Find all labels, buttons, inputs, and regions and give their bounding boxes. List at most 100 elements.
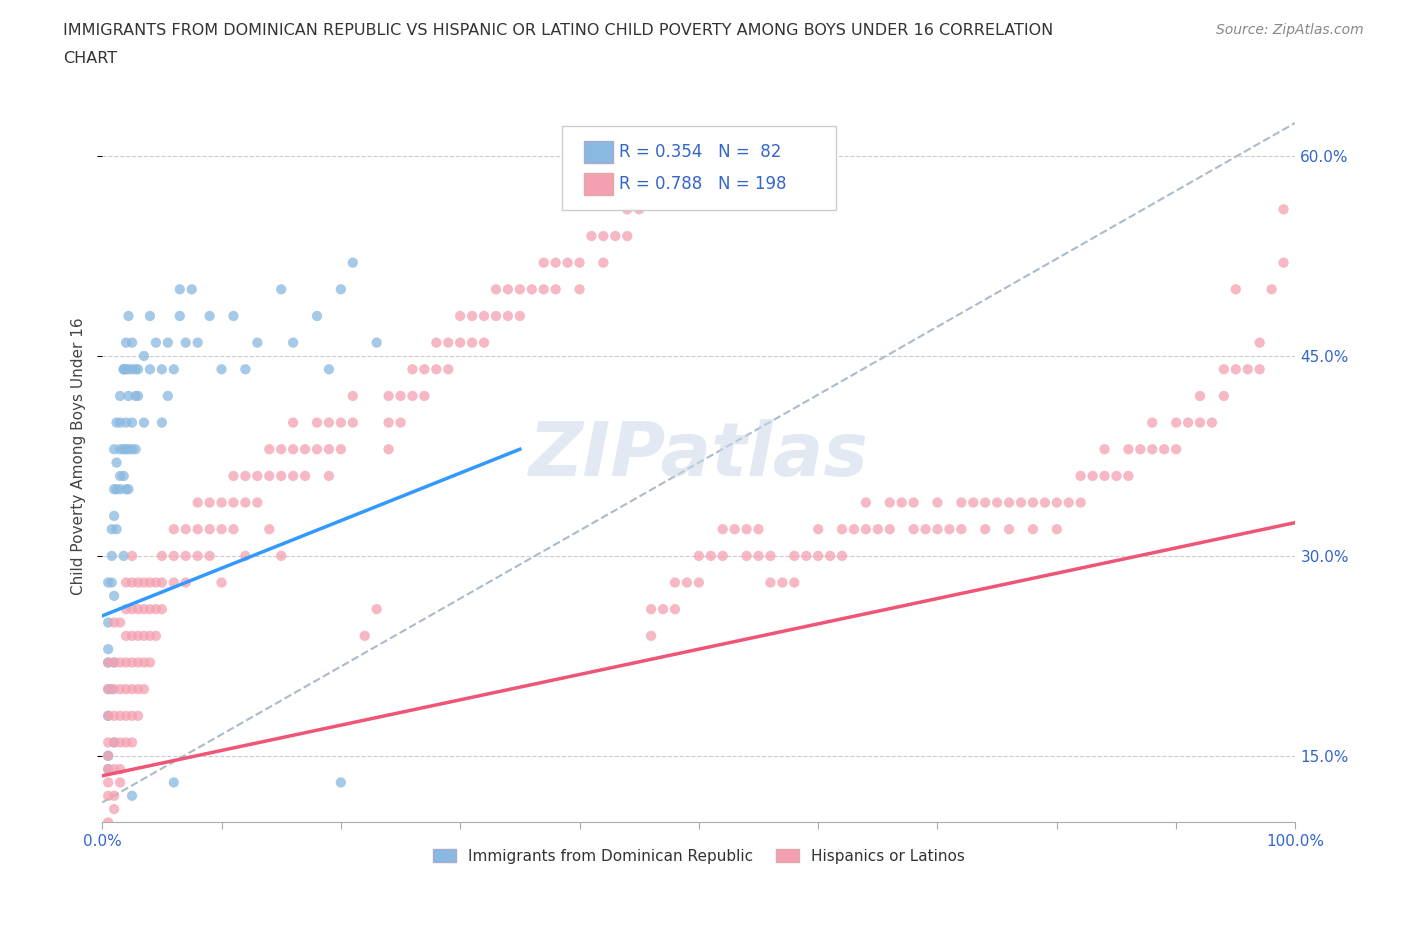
Point xyxy=(1201,415,1223,430)
Point xyxy=(127,389,149,404)
Point xyxy=(121,629,143,644)
Point xyxy=(139,602,162,617)
Point xyxy=(927,495,949,510)
Point xyxy=(1166,442,1188,457)
Point xyxy=(222,495,245,510)
Point xyxy=(1142,442,1164,457)
Point xyxy=(97,642,120,657)
Point xyxy=(1272,202,1295,217)
Point xyxy=(711,522,734,537)
Point xyxy=(187,495,209,510)
Point xyxy=(108,735,131,750)
Point xyxy=(121,335,143,350)
Point xyxy=(461,309,484,324)
Point xyxy=(105,522,128,537)
Point xyxy=(294,469,316,484)
Point xyxy=(124,362,146,377)
Point xyxy=(156,389,179,404)
Point xyxy=(281,469,304,484)
Point xyxy=(145,575,167,590)
Point xyxy=(1070,495,1092,510)
Point xyxy=(1081,469,1104,484)
Point xyxy=(688,575,710,590)
Point xyxy=(831,522,853,537)
Point xyxy=(723,522,745,537)
Text: R = 0.354   N =  82: R = 0.354 N = 82 xyxy=(619,143,782,162)
Point xyxy=(180,282,202,297)
Point xyxy=(222,469,245,484)
Y-axis label: Child Poverty Among Boys Under 16: Child Poverty Among Boys Under 16 xyxy=(72,317,86,594)
Point xyxy=(100,549,122,564)
Point xyxy=(496,309,519,324)
Point xyxy=(329,775,352,790)
Point xyxy=(127,629,149,644)
Point xyxy=(735,549,758,564)
Point xyxy=(759,549,782,564)
Point xyxy=(305,415,328,430)
Point xyxy=(1094,469,1116,484)
Point xyxy=(318,415,340,430)
Point xyxy=(103,655,125,670)
Point xyxy=(235,469,257,484)
Point xyxy=(1142,415,1164,430)
Point xyxy=(986,495,1008,510)
Point xyxy=(711,549,734,564)
Point xyxy=(927,522,949,537)
Point xyxy=(115,442,138,457)
Point xyxy=(1070,469,1092,484)
Point xyxy=(132,415,155,430)
Point xyxy=(807,522,830,537)
Point xyxy=(318,442,340,457)
Point xyxy=(115,575,138,590)
Point xyxy=(97,789,120,804)
Point xyxy=(127,682,149,697)
Point xyxy=(855,522,877,537)
Point xyxy=(294,442,316,457)
Point xyxy=(818,549,841,564)
Point xyxy=(557,255,579,270)
Point xyxy=(108,682,131,697)
Point xyxy=(998,522,1021,537)
Point xyxy=(1022,522,1045,537)
Point xyxy=(235,549,257,564)
Point xyxy=(117,362,139,377)
Point xyxy=(496,282,519,297)
Point xyxy=(1033,495,1056,510)
Point xyxy=(783,549,806,564)
Point xyxy=(174,575,197,590)
Point xyxy=(97,775,120,790)
Point xyxy=(1225,362,1247,377)
Point xyxy=(108,762,131,777)
Point xyxy=(139,309,162,324)
Point xyxy=(97,815,120,830)
Point xyxy=(962,495,984,510)
Point xyxy=(1212,389,1234,404)
Point xyxy=(1046,495,1069,510)
Point xyxy=(139,655,162,670)
Point xyxy=(115,415,138,430)
Point xyxy=(246,469,269,484)
Point xyxy=(509,282,531,297)
Point xyxy=(628,202,651,217)
Point xyxy=(105,482,128,497)
Point xyxy=(112,362,135,377)
Point xyxy=(1022,495,1045,510)
Point xyxy=(461,335,484,350)
Point xyxy=(103,482,125,497)
Point xyxy=(117,389,139,404)
Point xyxy=(974,522,997,537)
Point xyxy=(150,362,173,377)
Point xyxy=(132,655,155,670)
Point xyxy=(139,362,162,377)
FancyBboxPatch shape xyxy=(585,141,613,164)
Point xyxy=(616,202,638,217)
Point xyxy=(329,442,352,457)
Point xyxy=(329,842,352,857)
Point xyxy=(112,549,135,564)
Point xyxy=(139,575,162,590)
Point xyxy=(145,602,167,617)
Point xyxy=(246,495,269,510)
Point xyxy=(112,469,135,484)
Point xyxy=(103,735,125,750)
Point xyxy=(150,602,173,617)
